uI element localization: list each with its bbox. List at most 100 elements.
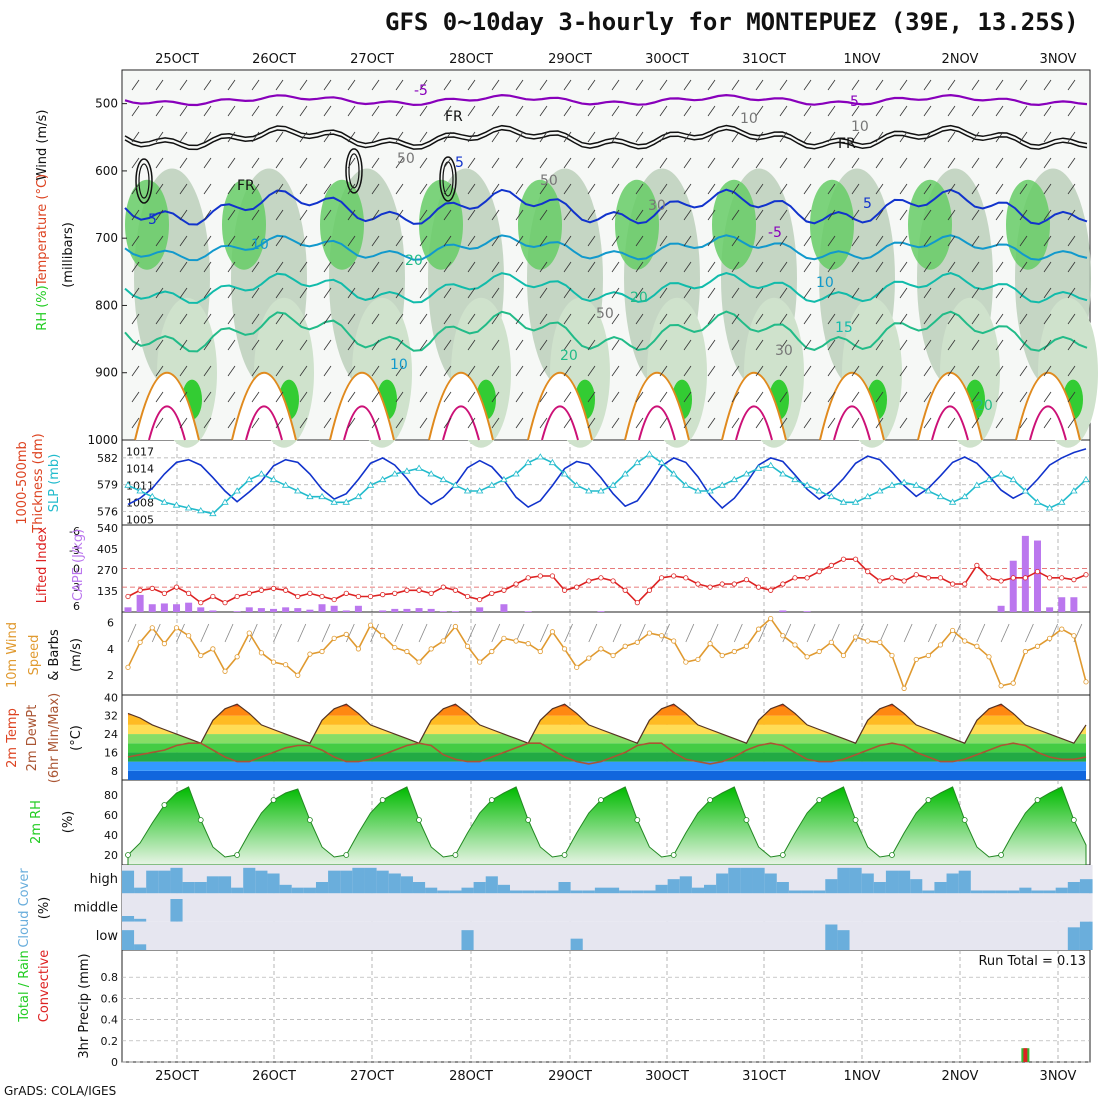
cloud-empty <box>534 865 547 894</box>
lifted-index-marker <box>1010 575 1016 581</box>
slp-marker <box>779 470 787 477</box>
lifted-index-marker <box>937 575 944 581</box>
wind-speed-marker <box>901 685 907 692</box>
temp-band <box>128 704 1086 707</box>
cloud-fill-high <box>267 873 281 894</box>
wind-barb <box>755 417 764 429</box>
wind-barb <box>1043 365 1052 377</box>
cloud-fill-high <box>667 879 681 894</box>
wind-barb <box>827 209 836 221</box>
cape-bar <box>427 608 435 612</box>
wind-speed-marker <box>149 625 155 631</box>
wind-barb-10m <box>491 623 501 643</box>
slp-marker <box>136 487 144 494</box>
freezing-loop <box>138 163 150 199</box>
wind-barb <box>443 79 452 91</box>
wind-barb <box>1043 105 1052 117</box>
cloud-empty <box>425 893 438 922</box>
wind-speed-marker <box>937 642 944 648</box>
rh-marker <box>1034 797 1041 803</box>
wind-barb <box>491 209 500 221</box>
wind-speed-marker <box>1071 633 1077 639</box>
wind-barb <box>803 209 812 221</box>
slp-marker <box>1033 498 1042 505</box>
wind-speed-marker <box>173 625 180 631</box>
cloud-empty <box>910 893 923 922</box>
cloud-empty <box>643 893 657 922</box>
cloud-empty <box>170 921 184 950</box>
lifted-index-marker <box>355 593 362 600</box>
cloud-fill-high <box>873 882 887 894</box>
slp-tick: 1011 <box>126 479 154 492</box>
lifted-index-marker <box>925 575 931 581</box>
wind-barb <box>203 79 212 91</box>
wind-barb <box>779 365 788 377</box>
ylabel-thickness: Thickness (dm) <box>31 433 46 533</box>
wind-barb <box>491 417 500 429</box>
rh-patch <box>615 179 659 270</box>
wind-barb <box>251 365 260 377</box>
wind-barb <box>947 391 956 403</box>
wind-barb <box>803 391 812 403</box>
cloud-empty <box>849 921 863 950</box>
wind-barb <box>251 391 260 403</box>
cloud-fill-low <box>121 930 135 950</box>
wind-barb <box>803 131 812 143</box>
cape-bar <box>997 605 1005 612</box>
ylabel-cloud-cover: Cloud Cover <box>17 868 32 948</box>
cloud-empty <box>934 921 948 950</box>
contour-label: FR <box>445 109 463 125</box>
wind-speed-marker <box>598 646 604 652</box>
lifted-index-marker <box>998 578 1004 584</box>
cloud-empty <box>400 893 414 922</box>
temp-contour-30 <box>931 405 969 441</box>
wind-barb <box>803 157 812 169</box>
cloud-fill-middle <box>121 916 135 922</box>
wind-barb <box>971 183 980 195</box>
grads-credit: GrADS: COLA/IGES <box>4 1084 117 1098</box>
ylabel-cloud-units: (%) <box>37 897 52 920</box>
cloud-fill-high <box>728 867 741 894</box>
cloud-empty <box>619 921 632 950</box>
cloud-empty <box>667 893 681 922</box>
wind-barb <box>539 391 548 403</box>
wind-barb <box>467 105 476 117</box>
wind-barb <box>299 417 308 429</box>
wind-barb <box>155 105 164 117</box>
wind-barb <box>779 287 788 299</box>
rh-patch <box>810 179 854 270</box>
wind-barb <box>347 183 356 195</box>
cloud-empty <box>631 921 644 950</box>
cape-bar <box>524 611 532 612</box>
wind-barb <box>323 157 332 169</box>
cloud-fill-high <box>607 887 620 894</box>
wind-barb <box>227 131 236 143</box>
cloud-empty <box>849 893 863 922</box>
wind-barb <box>923 209 932 221</box>
cloud-empty <box>667 921 681 950</box>
wind-barb <box>395 417 404 429</box>
wind-barb <box>827 261 836 273</box>
cloud-empty <box>958 921 972 950</box>
wind-barb <box>371 79 380 91</box>
wind-barb <box>323 131 332 143</box>
cloud-empty <box>558 893 572 922</box>
temp-line <box>127 703 1087 744</box>
cloud-empty <box>631 893 644 922</box>
wind-barb <box>467 365 476 377</box>
lifted-index-marker <box>283 587 289 593</box>
wind-barb <box>851 339 860 351</box>
cape-bar <box>185 602 193 612</box>
contour-label: 50 <box>397 151 415 167</box>
rh-marker <box>197 817 204 823</box>
wind-barb <box>731 313 740 325</box>
wind-barb <box>587 365 596 377</box>
wind-barb <box>539 365 548 377</box>
wind-barb <box>587 105 596 117</box>
cloud-empty <box>534 921 547 950</box>
cloud-empty <box>1055 893 1069 922</box>
cloud-empty <box>643 865 657 894</box>
wind-barb <box>515 131 524 143</box>
wind-barb <box>611 391 620 403</box>
temp-contour-30 <box>638 405 676 441</box>
